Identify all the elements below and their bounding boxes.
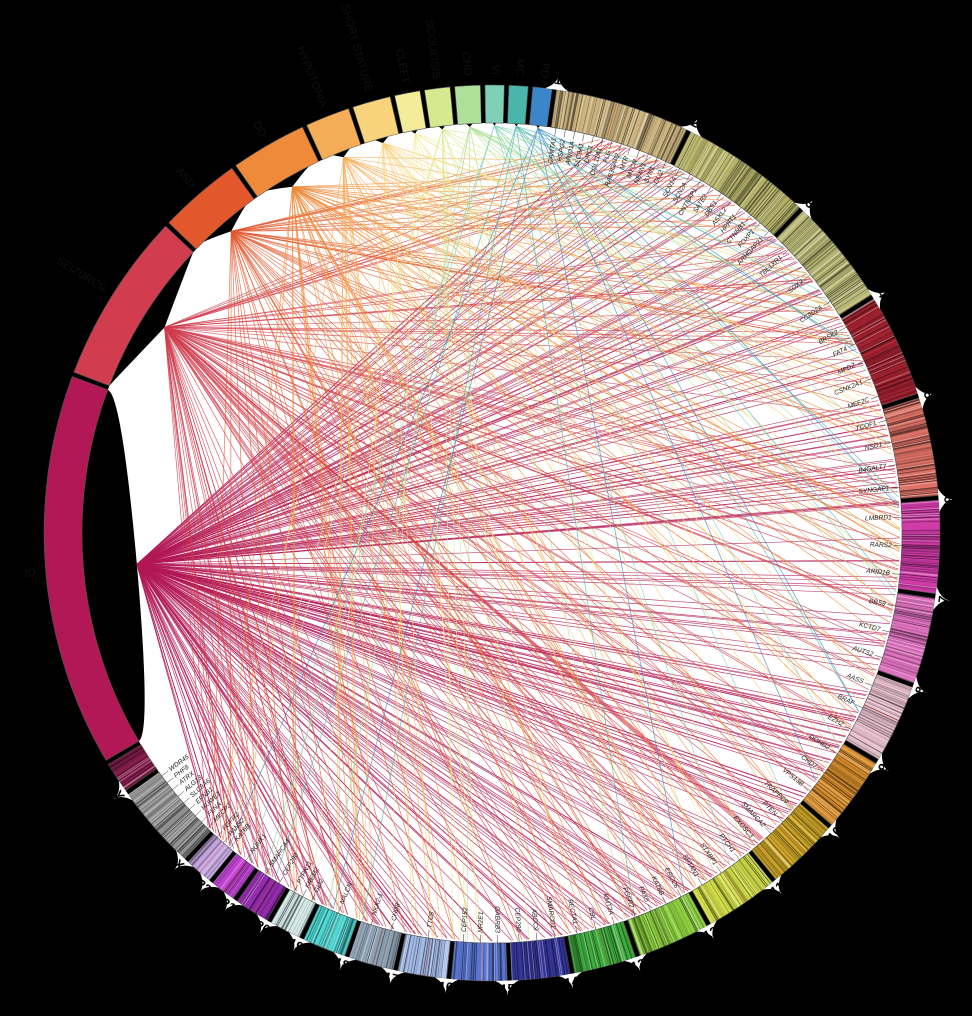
- svg-text:SEIZURES: SEIZURES: [54, 255, 107, 294]
- svg-text:SHORT STATURE: SHORT STATURE: [339, 3, 375, 94]
- svg-text:ID: ID: [24, 567, 36, 580]
- svg-text:16: 16: [438, 978, 454, 994]
- svg-text:PD: PD: [538, 62, 552, 79]
- svg-text:9: 9: [875, 761, 892, 775]
- svg-text:ASD: ASD: [173, 165, 197, 190]
- svg-text:6: 6: [941, 495, 956, 503]
- svg-text:VI: VI: [489, 65, 501, 75]
- svg-text:13: 13: [629, 955, 648, 974]
- svg-text:2: 2: [689, 114, 702, 131]
- svg-text:7: 7: [935, 595, 951, 604]
- svg-text:LMBRD1: LMBRD1: [865, 514, 892, 522]
- svg-text:21: 21: [218, 895, 238, 916]
- svg-text:5: 5: [921, 389, 937, 400]
- svg-text:17: 17: [383, 969, 400, 987]
- svg-text:18: 18: [333, 954, 352, 973]
- svg-text:8: 8: [912, 684, 929, 696]
- svg-text:DD: DD: [250, 119, 268, 139]
- svg-text:22: 22: [194, 876, 215, 897]
- svg-text:RARS2: RARS2: [870, 542, 893, 550]
- svg-text:CLEFT: CLEFT: [393, 48, 411, 85]
- svg-text:15: 15: [500, 981, 515, 996]
- svg-text:14: 14: [563, 973, 581, 990]
- svg-text:CHD: CHD: [460, 52, 473, 77]
- svg-text:20: 20: [253, 917, 273, 937]
- svg-text:GABRB3: GABRB3: [493, 906, 500, 933]
- svg-text:MC: MC: [513, 58, 526, 76]
- svg-text:Y: Y: [110, 787, 127, 803]
- svg-text:HYPOTONIA: HYPOTONIA: [294, 45, 329, 110]
- svg-text:19: 19: [286, 935, 306, 955]
- svg-text:NR2E1: NR2E1: [477, 911, 485, 933]
- svg-text:SCOLIOSIS: SCOLIOSIS: [423, 19, 442, 79]
- svg-text:10: 10: [824, 823, 845, 844]
